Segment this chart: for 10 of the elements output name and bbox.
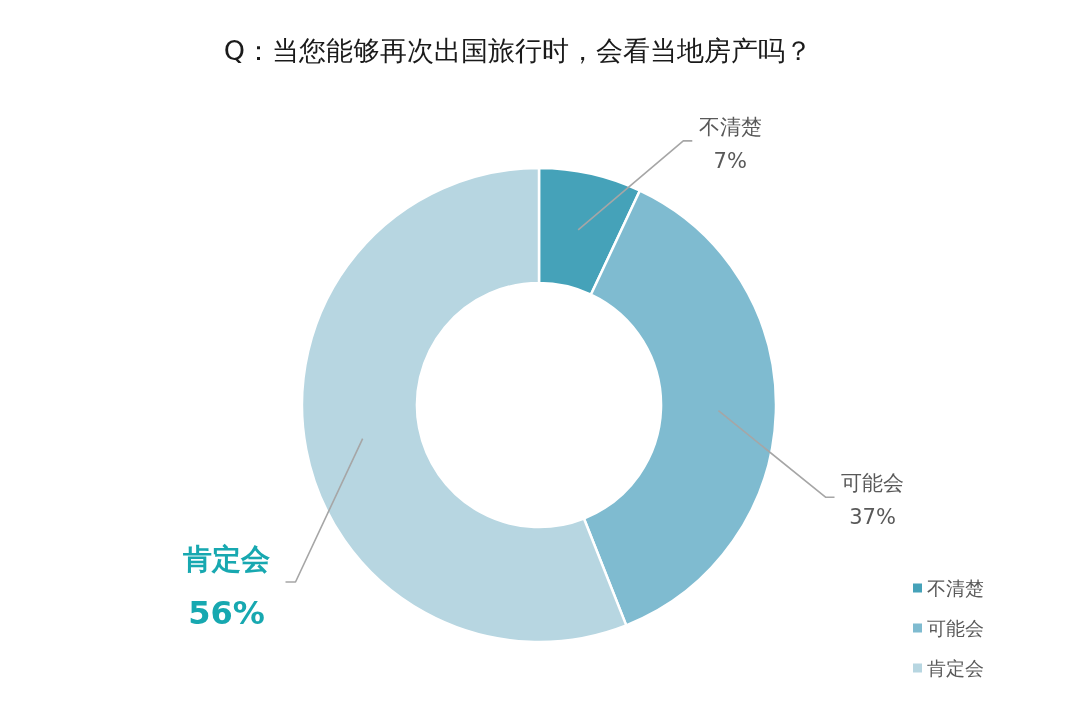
legend-label: 肯定会 <box>927 657 984 679</box>
legend-label: 可能会 <box>927 617 984 639</box>
data-label: 7% <box>713 148 747 173</box>
data-label: 37% <box>849 505 896 530</box>
title: Q：当您能够再次出国旅行时，会看当地房产吗？ <box>223 34 813 66</box>
slice-label: 肯定会 <box>182 541 271 576</box>
slice-label: 不清楚 <box>698 114 762 139</box>
slice-label: 可能会 <box>841 471 905 496</box>
data-label: 56% <box>188 593 265 632</box>
legend-label: 不清楚 <box>927 577 984 599</box>
